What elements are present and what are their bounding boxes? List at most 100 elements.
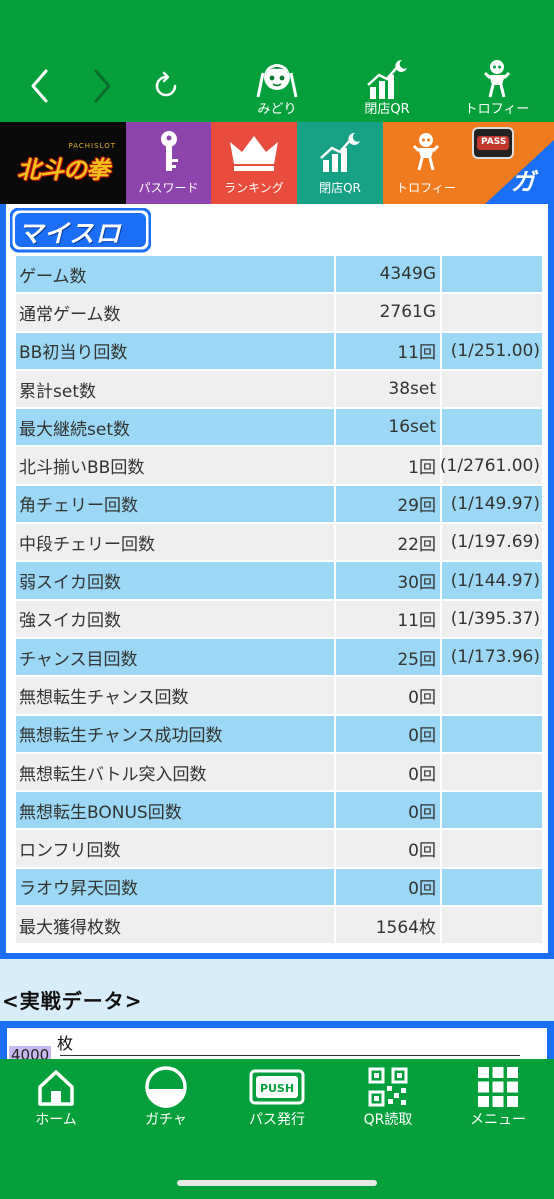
bottom-nav-label: ホーム	[35, 1112, 77, 1128]
trophy-icon	[475, 57, 519, 101]
stat-label: 通常ゲーム数	[16, 294, 334, 331]
bottom-nav-label: メニュー	[470, 1112, 526, 1128]
stat-value: 25回	[336, 638, 440, 676]
stat-label: 無想転生チャンス回数	[16, 677, 334, 714]
stat-label: 弱スイカ回数	[16, 562, 334, 599]
home-indicator[interactable]	[177, 1180, 377, 1186]
stat-probability	[442, 868, 542, 906]
top-nav-closing-qr[interactable]: 閉店QR	[337, 54, 437, 118]
forward-button[interactable]	[77, 58, 127, 114]
top-nav-label: みどり	[257, 102, 297, 117]
stat-row: ロンフリ回数 0回	[16, 830, 542, 867]
chevron-right-icon	[94, 69, 111, 103]
game-logo: 北斗の拳	[17, 155, 110, 184]
pass-label: PASS	[481, 137, 507, 147]
stat-probability	[442, 715, 542, 752]
bottom-nav-home[interactable]: ホーム	[6, 1065, 106, 1129]
stat-row: BB初当り回数 11回 (1/251.00)	[16, 332, 542, 369]
stat-label: 累計set数	[16, 370, 334, 408]
top-bar: みどり 閉店QR トロフィー	[0, 0, 554, 122]
stat-value: 22回	[336, 524, 440, 561]
svg-text:PUSH: PUSH	[260, 1082, 294, 1095]
stat-probability	[442, 792, 542, 829]
stat-value: 0回	[336, 792, 440, 829]
menu-tile-password[interactable]: パスワード	[126, 122, 211, 204]
stat-label: ラオウ昇天回数	[16, 868, 334, 906]
stat-probability: (1/2761.00)	[440, 447, 542, 484]
stat-row: 通常ゲーム数 2761G	[16, 294, 542, 331]
top-nav-label: 閉店QR	[364, 102, 410, 117]
myslo-logo: マイスロ	[10, 208, 151, 254]
stat-value: 11回	[336, 332, 440, 369]
stat-probability	[442, 256, 542, 293]
stats-frame: マイスロ ゲーム数 4349G 通常ゲーム数 2761G BB初当り回数 11回 (1/25…	[0, 204, 554, 959]
stat-label: チャンス目回数	[16, 638, 334, 676]
push-pass-icon: PUSH	[248, 1065, 306, 1109]
stat-label: 中段チェリー回数	[16, 524, 334, 561]
stat-probability: (1/144.97)	[442, 562, 542, 599]
stat-row: 北斗揃いBB回数 1回 (1/2761.00)	[16, 447, 542, 484]
gacha-ball-icon	[144, 1065, 188, 1109]
bottom-nav-label: ガチャ	[145, 1112, 187, 1128]
stat-value: 0回	[336, 868, 440, 906]
back-button[interactable]	[15, 58, 65, 114]
stat-probability	[442, 409, 542, 446]
menu-tile-trophy[interactable]: トロフィー	[383, 122, 469, 204]
pass-gachi-icon	[472, 127, 554, 204]
stat-value: 1564枚	[336, 907, 440, 944]
stat-probability: (1/173.96)	[442, 638, 542, 676]
bottom-nav-qr-read[interactable]: QR読取	[338, 1065, 438, 1129]
stat-row: 最大継続set数 16set	[16, 409, 542, 446]
stat-row: 強スイカ回数 11回 (1/395.37)	[16, 600, 542, 637]
menu-tile-ranking[interactable]: ランキング	[211, 122, 297, 204]
stat-probability	[442, 677, 542, 714]
chart-frame: 枚 4000	[0, 1021, 554, 1068]
stat-row: 最大獲得枚数 1564枚	[16, 907, 542, 944]
chart-moon-icon	[316, 125, 364, 179]
grid-menu-icon	[477, 1065, 519, 1109]
menu-tile-label: トロフィー	[396, 181, 456, 195]
stat-label: 北斗揃いBB回数	[16, 447, 334, 484]
crown-icon	[226, 125, 282, 179]
stat-label: 最大継続set数	[16, 409, 334, 446]
stat-value: 0回	[336, 715, 440, 752]
reload-button[interactable]	[141, 58, 191, 114]
stat-label: 無想転生バトル突入回数	[16, 753, 334, 791]
stat-row: 累計set数 38set	[16, 370, 542, 408]
stat-probability	[442, 294, 542, 331]
bottom-nav-menu[interactable]: メニュー	[448, 1065, 548, 1129]
bottom-nav: ホーム ガチャ PUSH パス発行 QR読取 メニュー	[0, 1059, 554, 1199]
home-icon	[36, 1065, 76, 1109]
stat-probability: (1/251.00)	[442, 332, 542, 369]
stat-row: 中段チェリー回数 22回 (1/197.69)	[16, 524, 542, 561]
stat-probability	[442, 370, 542, 408]
stat-probability: (1/149.97)	[442, 485, 542, 523]
top-nav-midori[interactable]: みどり	[227, 54, 327, 118]
stat-row: ゲーム数 4349G	[16, 256, 542, 293]
stat-value: 0回	[336, 677, 440, 714]
menu-tile-label: パスワード	[138, 181, 199, 195]
game-banner[interactable]: PACHISLOT 北斗の拳	[0, 122, 126, 204]
reload-icon	[155, 71, 177, 97]
battle-data-section: <実戦データ> 枚 4000	[0, 959, 554, 1068]
stat-row: 無想転生チャンス回数 0回	[16, 677, 542, 714]
stat-row: ラオウ昇天回数 0回	[16, 868, 542, 906]
chevron-left-icon	[31, 69, 48, 103]
stat-label: 最大獲得枚数	[16, 907, 334, 944]
stat-row: チャンス目回数 25回 (1/173.96)	[16, 638, 542, 676]
menu-tile-closing-qr[interactable]: 閉店QR	[297, 122, 383, 204]
stat-value: 1回	[336, 447, 440, 484]
bottom-nav-pass-issue[interactable]: PUSH パス発行	[227, 1065, 327, 1129]
stat-value: 0回	[336, 830, 440, 867]
chart-moon-icon	[365, 57, 409, 101]
stat-value: 30回	[336, 562, 440, 599]
top-nav-trophy[interactable]: トロフィー	[447, 54, 547, 118]
qr-code-icon	[368, 1065, 408, 1109]
stat-probability	[442, 753, 542, 791]
bottom-nav-label: QR読取	[363, 1112, 413, 1128]
stats-table: ゲーム数 4349G 通常ゲーム数 2761G BB初当り回数 11回 (1/251.00)…	[16, 256, 542, 945]
bottom-nav-gacha[interactable]: ガチャ	[116, 1065, 216, 1129]
menu-tile-pass-gachi[interactable]: PASS ガチ	[469, 122, 554, 231]
stat-label: 強スイカ回数	[16, 600, 334, 637]
chart-y-unit: 枚	[57, 1034, 74, 1053]
